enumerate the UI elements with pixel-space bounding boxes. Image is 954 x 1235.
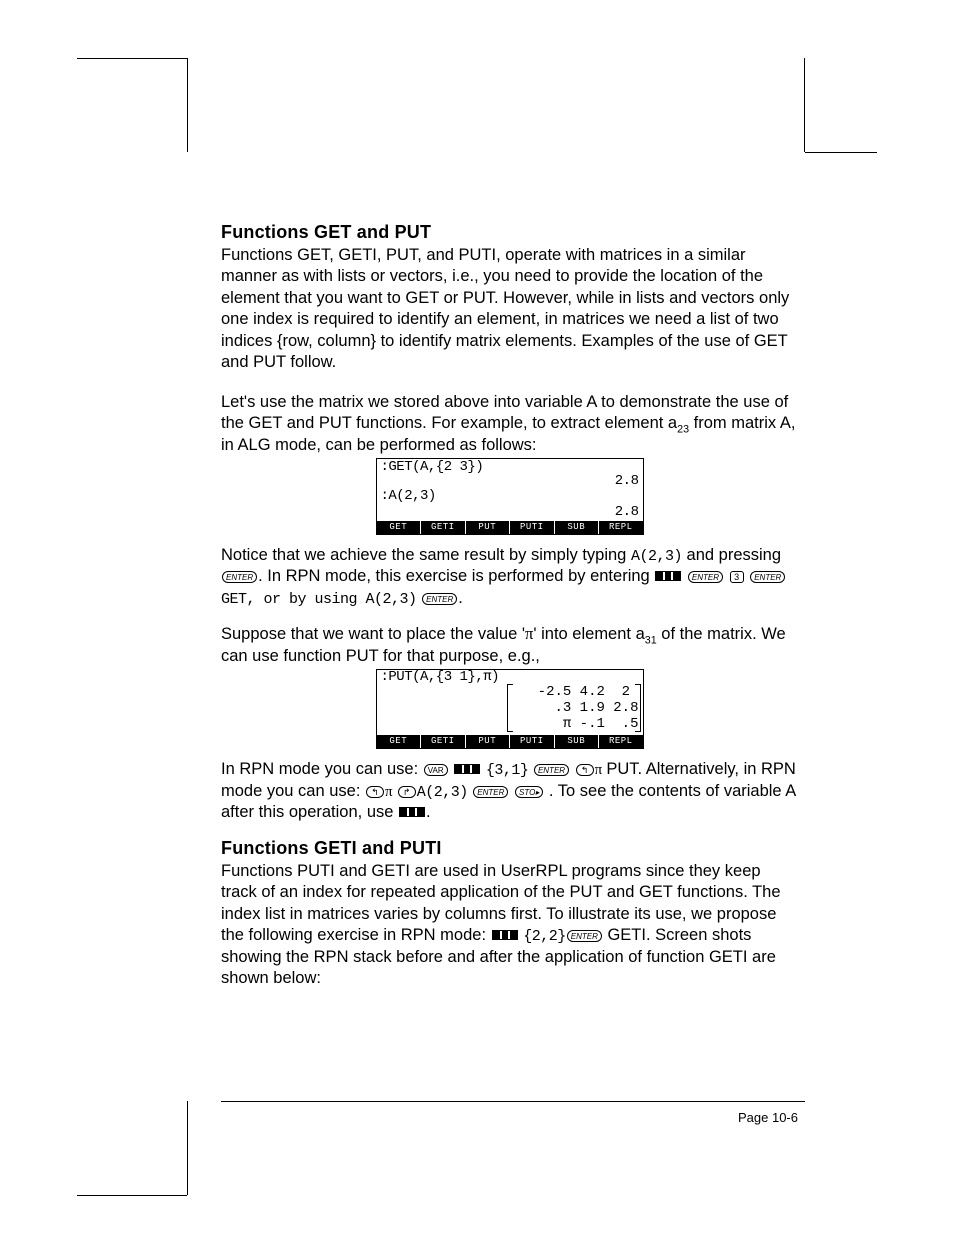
left-shift-key-icon: ↰: [576, 764, 594, 776]
calc-text: GET, or by using: [221, 591, 366, 608]
softkey: PUT: [466, 735, 511, 748]
crop-mark: [187, 58, 188, 152]
right-shift-key-icon: ↱: [398, 786, 416, 798]
enter-key-icon: ENTER: [567, 930, 602, 942]
heading-geti-puti: Functions GETI and PUTI: [221, 838, 798, 859]
enter-key-icon: ENTER: [422, 593, 457, 605]
text: Notice that we achieve the same result b…: [221, 546, 631, 564]
sto-key-icon: STO▸: [515, 786, 543, 798]
text: and pressing: [682, 546, 781, 564]
bracket-icon: [507, 684, 513, 732]
matrix-row: .3 1.9 2.8: [538, 700, 639, 716]
enter-key-icon: ENTER: [750, 571, 785, 583]
paragraph: Functions GET, GETI, PUT, and PUTI, oper…: [221, 245, 798, 374]
softmenu-icon: [492, 930, 518, 940]
softmenu-icon: [454, 764, 480, 774]
softmenu-icon: [655, 571, 681, 581]
page: Functions GET and PUT Functions GET, GET…: [0, 0, 954, 1235]
matrix-row: π -.1 .5: [538, 716, 639, 732]
enter-key-icon: ENTER: [473, 786, 508, 798]
softkey: GETI: [421, 521, 466, 534]
softkey: REPL: [599, 521, 643, 534]
softkey-menu: GET GETI PUT PUTI SUB REPL: [377, 735, 643, 748]
page-footer: Page 10-6: [221, 1110, 798, 1125]
softkey: PUTI: [510, 735, 555, 748]
calc-line: :A(2,3): [379, 489, 438, 504]
softkey: GET: [377, 521, 422, 534]
text: .: [426, 803, 431, 821]
calc-line: :PUT(A,{3 1},π): [379, 670, 502, 685]
crop-mark: [187, 1101, 188, 1195]
pi-symbol: π: [385, 784, 392, 800]
enter-key-icon: ENTER: [534, 764, 569, 776]
softkey: SUB: [555, 735, 600, 748]
paragraph: Functions PUTI and GETI are used in User…: [221, 861, 798, 990]
three-key-icon: 3: [730, 571, 744, 583]
left-shift-key-icon: ↰: [366, 786, 384, 798]
softkey: PUTI: [510, 521, 555, 534]
crop-mark: [77, 58, 187, 59]
calc-text: {3,1}: [486, 762, 529, 779]
crop-mark: [77, 1195, 187, 1196]
softmenu-icon: [399, 807, 425, 817]
softkey: REPL: [599, 735, 643, 748]
softkey-menu: GET GETI PUT PUTI SUB REPL: [377, 521, 643, 534]
softkey: GETI: [421, 735, 466, 748]
heading-get-put: Functions GET and PUT: [221, 222, 798, 243]
text: .: [458, 589, 463, 607]
calc-line: :GET(A,{2 3}): [379, 460, 486, 475]
softkey: SUB: [555, 521, 600, 534]
text: ' into element a: [533, 625, 644, 643]
enter-key-icon: ENTER: [688, 571, 723, 583]
calculator-screenshot: :PUT(A,{3 1},π) -2.5 4.2 2 .3 1.9 2.8 π …: [376, 669, 644, 749]
text: In RPN mode you can use:: [221, 760, 423, 778]
calculator-screenshot: :GET(A,{2 3}) 2.8 :A(2,3) 2.8 GET GETI P…: [376, 458, 644, 535]
bracket-icon: [635, 684, 641, 732]
softkey: GET: [377, 735, 422, 748]
calc-text: A(2,3): [631, 548, 682, 565]
calc-text: {2,2}: [523, 928, 566, 945]
paragraph: Notice that we achieve the same result b…: [221, 545, 798, 610]
var-key-icon: VAR: [424, 764, 448, 776]
text: . In RPN mode, this exercise is performe…: [258, 567, 654, 585]
calc-value: 2.8: [613, 505, 641, 520]
calc-text: A(2,3): [366, 591, 417, 608]
footer-rule: [221, 1101, 805, 1102]
crop-mark: [804, 58, 805, 152]
calc-value: 2.8: [613, 474, 641, 489]
paragraph: Let's use the matrix we stored above int…: [221, 392, 798, 456]
calc-text: A(2,3): [417, 784, 468, 801]
paragraph: In RPN mode you can use: VAR {3,1} ENTER…: [221, 759, 798, 823]
matrix-row: -2.5 4.2 2: [538, 684, 639, 700]
content-area: Functions GET and PUT Functions GET, GET…: [221, 222, 798, 989]
enter-key-icon: ENTER: [222, 571, 257, 583]
crop-mark: [805, 152, 877, 153]
softkey: PUT: [466, 521, 511, 534]
subscript: 23: [677, 423, 689, 435]
matrix: -2.5 4.2 2 .3 1.9 2.8 π -.1 .5: [538, 684, 639, 732]
text: Suppose that we want to place the value …: [221, 625, 525, 643]
subscript: 31: [645, 635, 657, 647]
pi-symbol: π: [595, 762, 602, 778]
paragraph: Suppose that we want to place the value …: [221, 623, 798, 667]
